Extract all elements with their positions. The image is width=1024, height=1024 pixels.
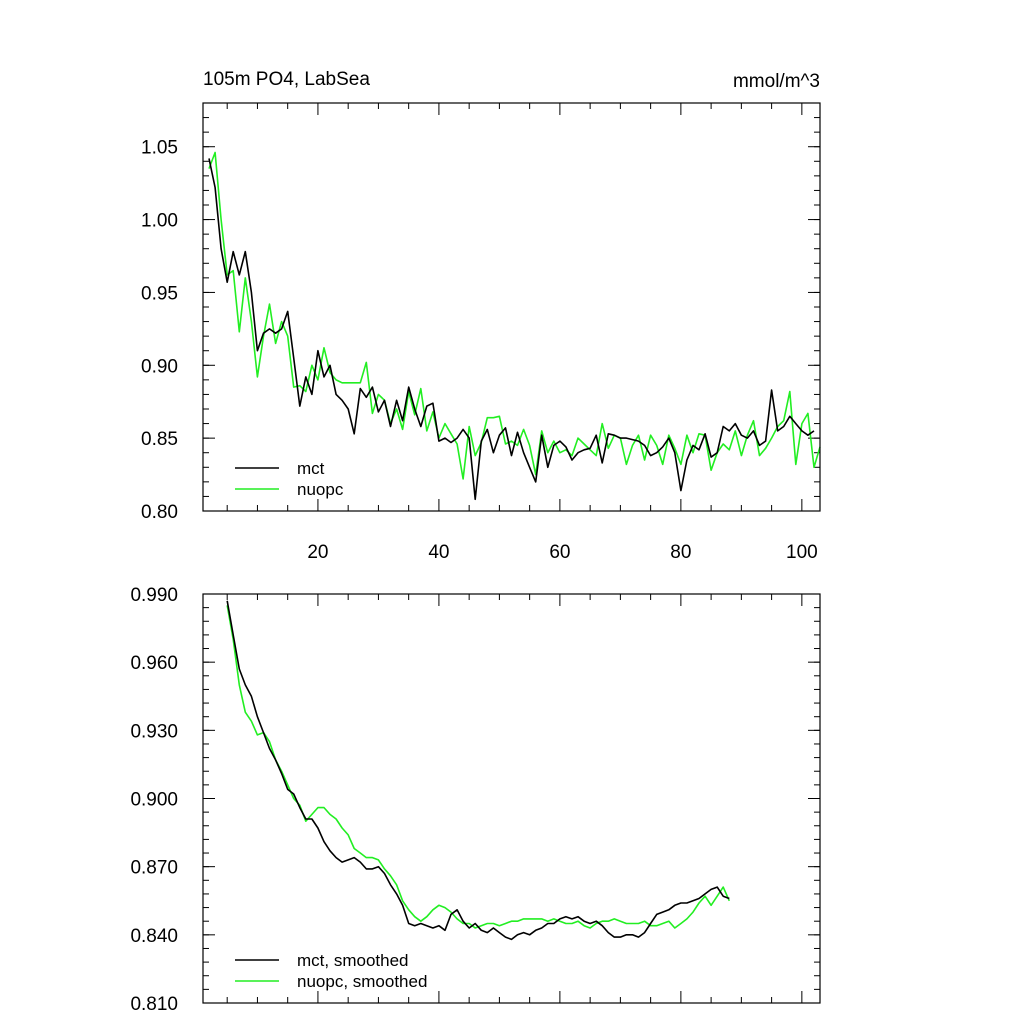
y-tick-label: 0.810 (130, 994, 178, 1015)
chart-title: 105m PO4, LabSea (203, 69, 370, 90)
plot-frame (202, 593, 821, 1004)
x-tick-label: 80 (670, 542, 691, 563)
units-label: mmol/m^3 (733, 71, 820, 92)
y-tick-label: 0.900 (130, 790, 178, 811)
y-tick-label: 0.80 (141, 502, 178, 523)
series-line-mct (208, 158, 815, 501)
legend: mct, smoothed nuopc, smoothed (235, 951, 427, 991)
y-tick-label: 0.85 (141, 429, 178, 450)
series-line-mct-smoothed (226, 600, 730, 941)
series-lines (208, 151, 821, 501)
chart-panel-top: 105m PO4, LabSea mmol/m^3 0.800.850.900.… (141, 69, 821, 563)
y-tick-label: 0.90 (141, 356, 178, 377)
y-tick-label: 0.990 (130, 585, 178, 606)
y-tick-label: 1.00 (141, 211, 178, 232)
legend-label: nuopc (297, 480, 344, 499)
y-tick-label: 0.840 (130, 926, 178, 947)
x-tick-label: 20 (307, 542, 328, 563)
y-tick-label: 0.930 (130, 721, 178, 742)
legend: mct nuopc (235, 459, 344, 499)
legend-label: nuopc, smoothed (297, 972, 427, 991)
y-tick-label: 0.95 (141, 283, 178, 304)
legend-label: mct, smoothed (297, 951, 409, 970)
legend-label: mct (297, 459, 325, 478)
chart-panel-bottom: 0.810 0.840 0.870 0.900 0.930 0.960 0.990 mct,… (130, 585, 821, 1015)
series-lines (226, 600, 731, 941)
x-tick-label: 40 (428, 542, 449, 563)
y-tick-label: 0.870 (130, 858, 178, 879)
plot-frame (202, 102, 821, 512)
x-tick-label: 100 (786, 542, 818, 563)
x-tick-label: 60 (549, 542, 570, 563)
series-line-nuopc-smoothed (226, 605, 731, 929)
axis-ticks: 0.810 0.840 0.870 0.900 0.930 0.960 0.990 (130, 585, 820, 1015)
y-tick-label: 1.05 (141, 138, 178, 159)
axis-ticks: 0.80 0.85 0.90 0.95 1.00 1.05 20 40 60 80 100 (141, 102, 820, 563)
y-tick-label: 0.960 (130, 653, 178, 674)
